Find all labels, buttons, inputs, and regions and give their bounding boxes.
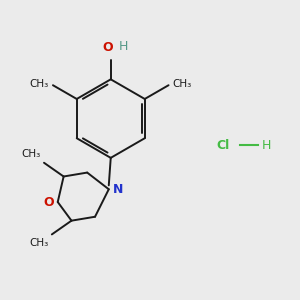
Text: N: N	[113, 183, 123, 196]
Text: O: O	[43, 196, 54, 208]
Text: CH₃: CH₃	[172, 79, 192, 89]
Text: H: H	[119, 40, 128, 53]
Text: CH₃: CH₃	[30, 79, 49, 89]
Text: Cl: Cl	[217, 139, 230, 152]
Text: CH₃: CH₃	[30, 238, 49, 248]
Text: CH₃: CH₃	[22, 149, 41, 159]
Text: O: O	[102, 41, 112, 54]
Text: H: H	[262, 139, 271, 152]
